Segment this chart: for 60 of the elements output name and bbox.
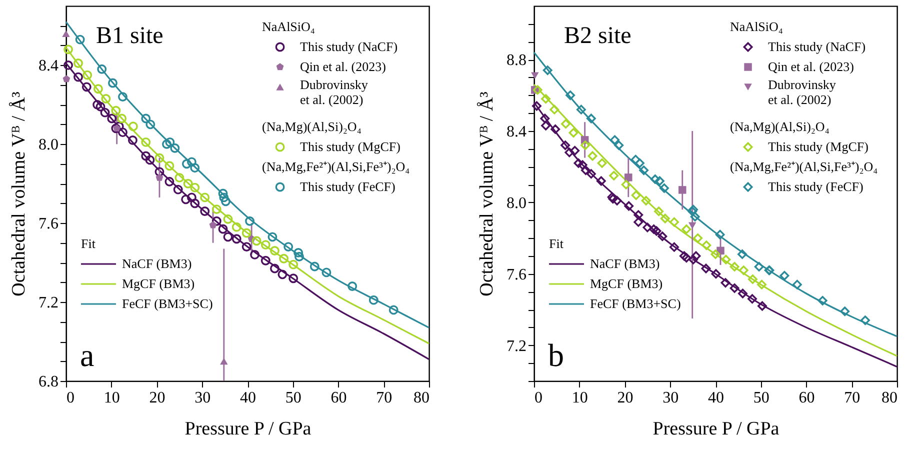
- annotation: (Na,Mg)(Al,Si)₂O₄: [730, 119, 830, 134]
- annotation: B1 site: [96, 23, 164, 49]
- y-tick-label: 7.2: [506, 338, 526, 355]
- annotation: Fit: [81, 236, 96, 251]
- legend-label: This study (MgCF): [768, 139, 868, 154]
- x-tick-label: 30: [662, 390, 679, 406]
- y-tick-label: 7.2: [38, 294, 58, 312]
- legend-label: Qin et al. (2023): [300, 59, 386, 74]
- y-tick-label: 6.8: [38, 374, 58, 390]
- y-tick-label: 8.4: [506, 124, 526, 140]
- annotation: NaAlSiO₄: [262, 19, 316, 34]
- x-tick-label: 0: [534, 390, 542, 406]
- annotation: (Na,Mg,Fe²⁺)(Al,Si,Fe³⁺)₂O₄: [730, 159, 878, 174]
- y-tick-label: 8.0: [38, 136, 58, 154]
- y-tick-label: 7.6: [38, 216, 58, 233]
- x-tick-label: 40: [708, 390, 724, 406]
- legend-label: This study (FeCF): [768, 179, 864, 194]
- x-tick-label: 30: [194, 390, 211, 406]
- legend-label: Dubrovinsky et al. (2002): [768, 77, 836, 107]
- x-tick-label: 70: [844, 390, 860, 406]
- x-tick-label: 20: [149, 390, 166, 406]
- legend-label: NaCF (BM3): [122, 256, 192, 271]
- y-axis-title: Octahedral volume Vᴮ / Å³: [476, 91, 498, 296]
- annotation: (Na,Mg)(Al,Si)₂O₄: [262, 119, 362, 134]
- annotation: Fit: [549, 236, 564, 251]
- x-tick-label: 60: [330, 390, 347, 406]
- legend-label: This study (FeCF): [300, 179, 396, 194]
- legend-label: Dubrovinsky et al. (2002): [300, 77, 368, 107]
- legend-label: Qin et al. (2023): [768, 59, 854, 74]
- x-tick-label: 50: [285, 390, 302, 406]
- annotation: a: [80, 337, 94, 373]
- legend-label: This study (NaCF): [768, 39, 866, 54]
- legend-label: NaCF (BM3): [590, 256, 660, 271]
- y-tick-label: 8.0: [506, 194, 526, 212]
- y-tick-label: 8.8: [506, 52, 526, 70]
- x-tick-label: 60: [798, 390, 815, 406]
- x-tick-label: 10: [572, 390, 588, 406]
- y-tick-label: 8.4: [38, 58, 58, 75]
- annotation: (Na,Mg,Fe²⁺)(Al,Si,Fe³⁺)₂O₄: [262, 159, 410, 174]
- x-tick-label: 0: [66, 390, 74, 406]
- x-tick-label: 70: [376, 390, 392, 406]
- x-axis-title: Pressure P / GPa: [184, 418, 312, 440]
- x-tick-label: 10: [104, 390, 120, 406]
- annotation: B2 site: [564, 23, 632, 49]
- x-tick-label: 80: [882, 390, 898, 406]
- legend-label: This study (MgCF): [300, 139, 400, 154]
- x-axis-title: Pressure P / GPa: [652, 418, 780, 440]
- x-tick-label: 20: [617, 390, 634, 406]
- x-tick-label: 80: [414, 390, 430, 406]
- legend-label: MgCF (BM3): [122, 276, 195, 291]
- legend-label: MgCF (BM3): [590, 276, 663, 291]
- legend-label: FeCF (BM3+SC): [122, 296, 213, 311]
- legend-label: FeCF (BM3+SC): [590, 296, 681, 311]
- annotation: NaAlSiO₄: [730, 19, 784, 34]
- y-tick-label: 7.6: [506, 266, 526, 284]
- x-tick-label: 50: [753, 390, 770, 406]
- legend-label: This study (NaCF): [300, 39, 398, 54]
- annotation: b: [548, 337, 564, 373]
- x-tick-label: 40: [240, 390, 256, 406]
- y-axis-title: Octahedral volume Vᴮ / Å³: [8, 91, 30, 296]
